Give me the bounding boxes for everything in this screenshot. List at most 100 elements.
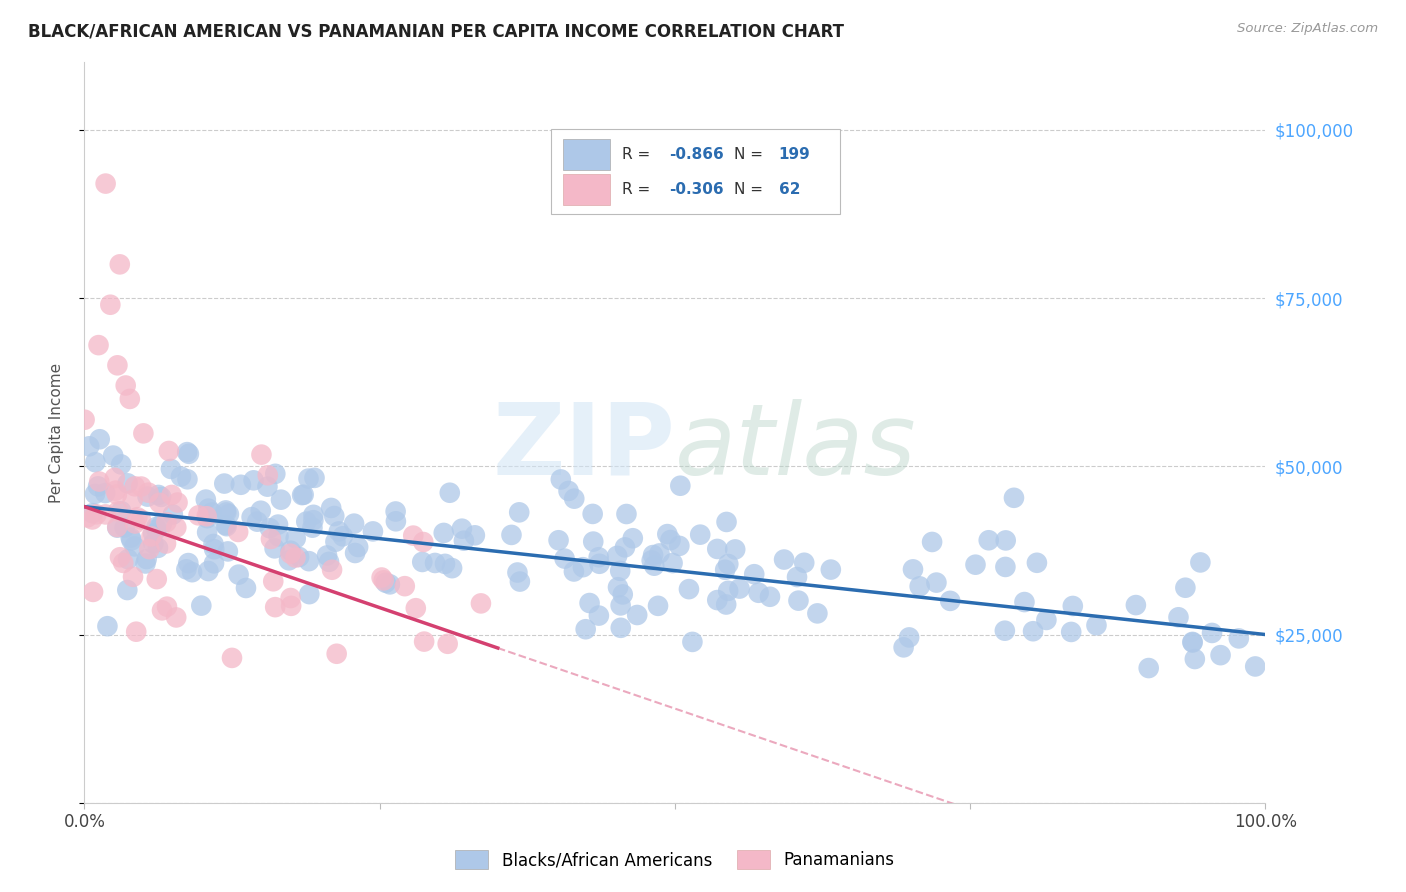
Point <box>588 608 610 623</box>
Point <box>108 550 131 565</box>
Point <box>434 557 457 571</box>
Point <box>267 517 290 532</box>
Point <box>201 506 224 520</box>
Point <box>1227 632 1250 646</box>
Y-axis label: Per Capita Income: Per Capita Income <box>49 362 63 503</box>
Point <box>1062 599 1084 613</box>
Point <box>291 488 314 502</box>
Point <box>547 533 569 548</box>
Point <box>787 593 810 607</box>
Point <box>643 548 665 562</box>
Point <box>621 531 644 545</box>
Point <box>325 534 347 549</box>
Point <box>280 543 302 558</box>
Point <box>197 564 219 578</box>
Point <box>141 529 163 543</box>
Point <box>575 622 598 636</box>
Point <box>89 432 111 446</box>
Point <box>613 541 636 555</box>
Point <box>228 567 250 582</box>
Point <box>1209 648 1232 662</box>
Point <box>1025 556 1047 570</box>
Point <box>717 583 740 598</box>
Point <box>1181 635 1204 649</box>
Point <box>436 637 458 651</box>
Point <box>260 532 283 546</box>
Point <box>626 607 648 622</box>
Point <box>806 607 828 621</box>
Point <box>129 512 152 526</box>
Point <box>413 634 436 648</box>
Point <box>977 533 1000 548</box>
Point <box>166 495 188 509</box>
Point <box>717 557 740 571</box>
Text: ZIP: ZIP <box>492 399 675 496</box>
Point <box>202 557 225 571</box>
Point <box>318 555 340 569</box>
Point <box>263 541 285 556</box>
Point <box>112 556 135 570</box>
Point <box>433 525 456 540</box>
Point <box>641 553 664 567</box>
Point <box>270 492 292 507</box>
Point <box>110 458 132 472</box>
Point <box>215 519 238 533</box>
Point <box>572 560 595 574</box>
Point <box>657 527 679 541</box>
Text: 62: 62 <box>779 182 800 197</box>
Point <box>242 473 264 487</box>
Point <box>616 507 638 521</box>
Point <box>86 508 108 522</box>
Point <box>1201 626 1223 640</box>
Point <box>117 552 139 566</box>
Point <box>259 521 281 535</box>
Point <box>773 552 796 566</box>
Point <box>378 577 401 591</box>
Point <box>264 600 287 615</box>
Point <box>118 392 141 406</box>
Point <box>464 528 486 542</box>
Point <box>145 523 167 537</box>
Point <box>582 507 605 521</box>
Point <box>105 520 128 534</box>
Point <box>104 483 127 498</box>
Point <box>240 510 263 524</box>
Point <box>195 511 218 525</box>
Point <box>647 599 669 613</box>
Point <box>104 471 127 485</box>
Point <box>73 413 96 427</box>
Point <box>117 476 139 491</box>
Point <box>681 635 703 649</box>
Point <box>288 549 311 564</box>
Point <box>150 603 173 617</box>
Point <box>177 447 200 461</box>
Point <box>898 631 921 645</box>
Point <box>150 516 173 531</box>
Point <box>1184 652 1206 666</box>
Point <box>176 562 198 576</box>
Point <box>323 509 346 524</box>
Point <box>361 524 384 539</box>
Point <box>138 485 160 500</box>
Point <box>105 521 128 535</box>
Point <box>77 439 100 453</box>
Point <box>110 504 132 518</box>
Point <box>156 599 179 614</box>
Point <box>94 508 117 522</box>
Point <box>347 540 370 554</box>
Text: BLACK/AFRICAN AMERICAN VS PANAMANIAN PER CAPITA INCOME CORRELATION CHART: BLACK/AFRICAN AMERICAN VS PANAMANIAN PER… <box>28 22 844 40</box>
Point <box>148 496 170 510</box>
Point <box>122 570 145 584</box>
Point <box>89 475 111 489</box>
Point <box>908 579 931 593</box>
Point <box>87 479 110 493</box>
Point <box>155 515 177 529</box>
Point <box>411 555 433 569</box>
Point <box>373 574 395 588</box>
FancyBboxPatch shape <box>562 174 610 205</box>
Point <box>197 501 219 516</box>
Point <box>321 563 343 577</box>
Point <box>218 507 240 521</box>
Point <box>385 514 408 528</box>
Point <box>124 540 146 554</box>
